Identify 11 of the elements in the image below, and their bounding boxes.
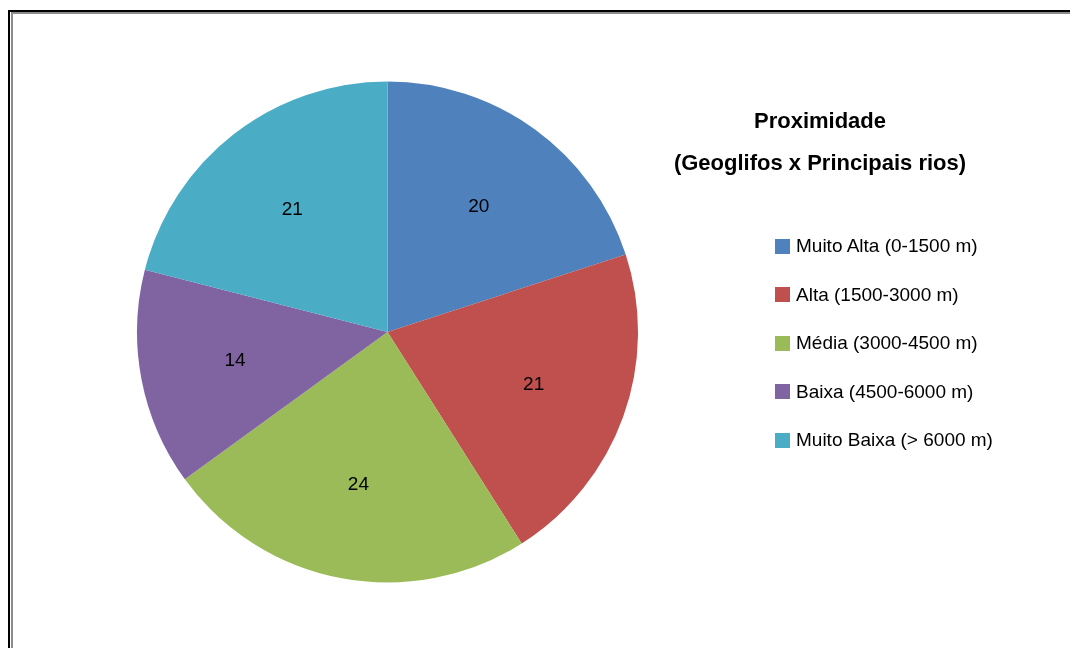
data-label: 21 [523,372,545,394]
data-label: 24 [347,472,370,494]
data-label: 14 [224,349,246,371]
legend-label: Muito Alta (0-1500 m) [796,235,978,258]
legend-label: Muito Baixa (> 6000 m) [796,429,993,452]
data-label: 20 [468,194,490,216]
text: Proximidade (Geoglifos x Principais rios) [672,107,968,177]
legend-label: Baixa (4500-6000 m) [796,380,974,403]
legend-label: Média (3000-4500 m) [796,332,978,355]
legend-label: Alta (1500-3000 m) [796,283,959,306]
data-label: 21 [281,197,303,219]
